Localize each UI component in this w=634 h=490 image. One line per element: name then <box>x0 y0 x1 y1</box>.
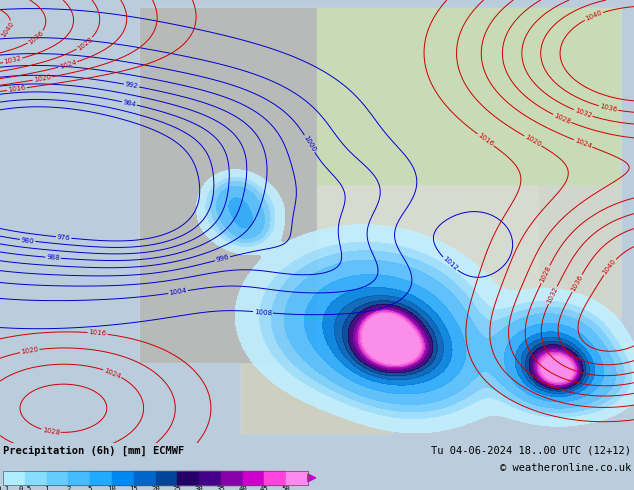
Text: Tu 04-06-2024 18..00 UTC (12+12): Tu 04-06-2024 18..00 UTC (12+12) <box>431 445 631 456</box>
Bar <box>155 471 178 485</box>
Text: 1028: 1028 <box>539 265 552 284</box>
Text: 5: 5 <box>88 487 93 490</box>
Bar <box>134 471 155 485</box>
Bar <box>178 471 199 485</box>
Text: 10: 10 <box>108 487 116 490</box>
Text: 35: 35 <box>216 487 225 490</box>
Text: 1040: 1040 <box>585 10 603 22</box>
Text: 1036: 1036 <box>599 103 618 113</box>
Text: 1008: 1008 <box>254 309 272 316</box>
Text: 50: 50 <box>282 487 290 490</box>
Text: 0.1: 0.1 <box>0 487 10 490</box>
Text: 1032: 1032 <box>574 107 593 119</box>
Bar <box>68 471 90 485</box>
Bar <box>221 471 243 485</box>
Text: 1: 1 <box>44 487 49 490</box>
Text: 1004: 1004 <box>169 288 188 296</box>
Bar <box>264 471 286 485</box>
Text: 1016: 1016 <box>88 329 107 337</box>
Bar <box>286 471 308 485</box>
Text: 1036: 1036 <box>27 29 45 46</box>
Text: 1020: 1020 <box>524 134 542 148</box>
Text: 996: 996 <box>216 254 230 263</box>
Text: 976: 976 <box>56 234 70 241</box>
Text: 988: 988 <box>46 254 60 261</box>
Text: 30: 30 <box>195 487 204 490</box>
Text: 1028: 1028 <box>42 427 60 436</box>
Text: 1040: 1040 <box>602 258 618 276</box>
Text: 40: 40 <box>238 487 247 490</box>
Text: 1024: 1024 <box>574 137 592 149</box>
Text: 1028: 1028 <box>76 36 94 51</box>
Text: 20: 20 <box>151 487 160 490</box>
Text: 1012: 1012 <box>441 256 458 272</box>
Text: 1020: 1020 <box>20 346 39 355</box>
Text: 1036: 1036 <box>570 274 584 293</box>
Text: Precipitation (6h) [mm] ECMWF: Precipitation (6h) [mm] ECMWF <box>3 445 184 456</box>
Text: 45: 45 <box>260 487 269 490</box>
Text: 1024: 1024 <box>103 367 122 379</box>
Bar <box>112 471 134 485</box>
Text: 1016: 1016 <box>8 85 26 93</box>
Text: 0.5: 0.5 <box>18 487 31 490</box>
Text: 980: 980 <box>20 237 35 244</box>
Bar <box>90 471 112 485</box>
Text: 1024: 1024 <box>58 59 77 70</box>
Text: 1020: 1020 <box>33 74 52 83</box>
Text: © weatheronline.co.uk: © weatheronline.co.uk <box>500 463 631 473</box>
Text: 984: 984 <box>122 99 136 108</box>
Bar <box>3 471 308 485</box>
Text: 1016: 1016 <box>477 132 495 147</box>
Text: 1032: 1032 <box>3 55 22 66</box>
Bar <box>25 471 46 485</box>
Text: 1032: 1032 <box>546 286 559 304</box>
Text: 2: 2 <box>66 487 70 490</box>
Text: 15: 15 <box>129 487 138 490</box>
Bar <box>3 471 25 485</box>
Text: 992: 992 <box>124 81 139 90</box>
Text: 1028: 1028 <box>553 112 571 125</box>
Bar <box>46 471 68 485</box>
Text: 25: 25 <box>173 487 182 490</box>
Bar <box>199 471 221 485</box>
Text: 1040: 1040 <box>0 21 15 39</box>
Text: 1000: 1000 <box>302 135 317 153</box>
Bar <box>243 471 264 485</box>
